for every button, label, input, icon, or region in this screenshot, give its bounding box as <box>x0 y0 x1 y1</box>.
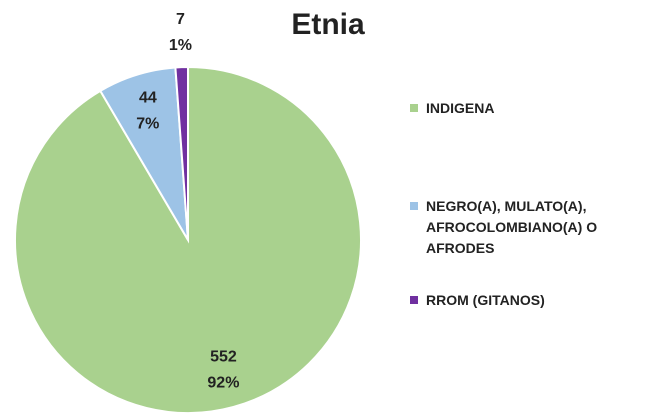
legend-item: INDIGENA <box>410 98 494 119</box>
data-label: 552 <box>210 348 237 365</box>
data-label: 44 <box>139 89 157 106</box>
legend-item: RROM (GITANOS) <box>410 290 545 311</box>
legend-swatch <box>410 296 418 304</box>
legend-label: NEGRO(A), MULATO(A), AFROCOLOMBIANO(A) O… <box>426 198 598 256</box>
percent-label: 1% <box>169 37 192 54</box>
legend-swatch <box>410 104 418 112</box>
legend-label: RROM (GITANOS) <box>426 292 545 308</box>
legend-swatch <box>410 202 418 210</box>
legend-label: INDIGENA <box>426 100 495 116</box>
percent-label: 7% <box>136 115 159 132</box>
data-label: 7 <box>176 11 185 28</box>
legend-item: NEGRO(A), MULATO(A), AFROCOLOMBIANO(A) O… <box>410 196 650 259</box>
chart-title: Etnia <box>291 8 365 41</box>
pie-slice <box>174 65 189 241</box>
percent-label: 92% <box>207 374 239 391</box>
